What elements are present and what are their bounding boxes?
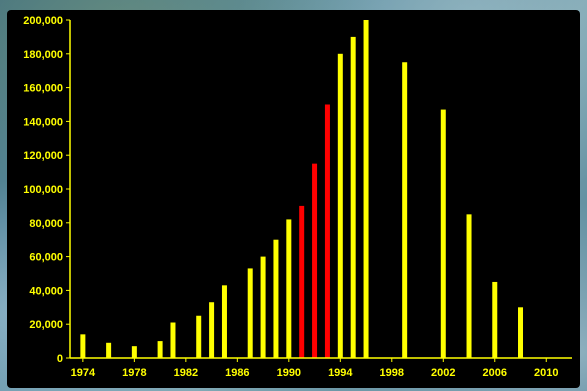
y-tick-label: 200,000 bbox=[23, 15, 63, 27]
bar-2004 bbox=[466, 214, 472, 358]
y-tick-label: 100,000 bbox=[23, 184, 63, 196]
x-tick-label: 1978 bbox=[122, 367, 146, 379]
bar-1991 bbox=[299, 205, 305, 358]
bar-1990 bbox=[286, 219, 292, 358]
bar-1996 bbox=[363, 20, 369, 358]
bar-1974 bbox=[80, 334, 86, 358]
bar-2006 bbox=[492, 281, 498, 358]
y-tick-label: 80,000 bbox=[29, 218, 63, 230]
bar-1976 bbox=[106, 342, 112, 358]
bar-2008 bbox=[518, 307, 524, 358]
y-tick-label: 40,000 bbox=[29, 285, 63, 297]
y-tick-label: 180,000 bbox=[23, 49, 63, 61]
x-tick-label: 1990 bbox=[277, 367, 301, 379]
x-tick-label: 2010 bbox=[534, 367, 558, 379]
bar-1980 bbox=[157, 341, 163, 358]
x-ticks: 1974 1978 1982 1986 1990 1994 1998 2002 2006 2010 bbox=[71, 358, 558, 379]
bar-1978 bbox=[131, 346, 137, 358]
x-tick-label: 1994 bbox=[328, 367, 353, 379]
bars-layer bbox=[80, 20, 524, 359]
bar-1981 bbox=[170, 322, 176, 358]
bar-1983 bbox=[196, 315, 202, 358]
bar-1992 bbox=[312, 163, 318, 358]
bar-1989 bbox=[273, 239, 279, 358]
y-tick-label: 160,000 bbox=[23, 83, 63, 95]
bar-1993 bbox=[324, 104, 330, 358]
x-tick-label: 1974 bbox=[71, 367, 96, 379]
bar-1988 bbox=[260, 256, 266, 358]
bar-1985 bbox=[221, 285, 227, 358]
bar-1994 bbox=[337, 53, 343, 359]
y-tick-label: 120,000 bbox=[23, 150, 63, 162]
x-tick-label: 1982 bbox=[174, 367, 198, 379]
chart-panel bbox=[7, 10, 580, 388]
bar-1999 bbox=[402, 62, 408, 358]
y-tick-label: 60,000 bbox=[29, 252, 63, 264]
x-tick-label: 1998 bbox=[380, 367, 404, 379]
y-tick-label: 20,000 bbox=[29, 319, 63, 331]
y-tick-label: 0 bbox=[57, 353, 63, 365]
y-ticks: 0 20,000 40,000 60,000 80,000 100,000 120,000 1… bbox=[23, 15, 70, 365]
x-tick-label: 1986 bbox=[225, 367, 249, 379]
bar-1984 bbox=[209, 302, 215, 358]
x-tick-label: 2006 bbox=[483, 367, 507, 379]
y-tick-label: 140,000 bbox=[23, 116, 63, 128]
bar-2002 bbox=[440, 109, 446, 358]
x-tick-label: 2002 bbox=[431, 367, 455, 379]
bar-1987 bbox=[247, 268, 253, 358]
bar-1995 bbox=[350, 36, 356, 359]
